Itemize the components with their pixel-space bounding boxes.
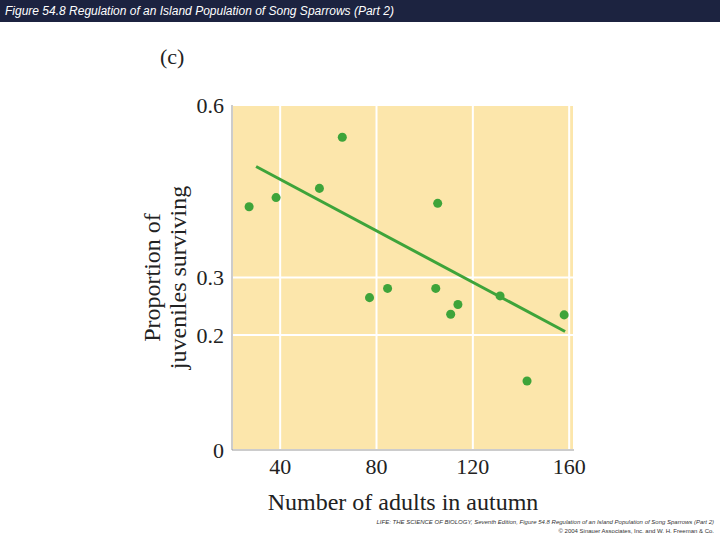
html-text:© 2004 Sinauer Associates, Inc: © 2004 Sinauer Associates, Inc. and W. H… bbox=[558, 528, 714, 534]
svg-text:120: 120 bbox=[456, 454, 489, 479]
html-text:Figure 54.8 Regulation of an I: Figure 54.8 Regulation of an Island Popu… bbox=[5, 4, 394, 18]
svg-text:0.3: 0.3 bbox=[197, 265, 225, 290]
svg-text:160: 160 bbox=[553, 454, 586, 479]
svg-text:0.6: 0.6 bbox=[197, 93, 225, 118]
svg-text:0.2: 0.2 bbox=[197, 323, 225, 348]
svg-text:80: 80 bbox=[366, 454, 388, 479]
svg-text:Proportion ofjuveniles survivi: Proportion ofjuveniles surviving bbox=[139, 186, 191, 370]
html-text:(c): (c) bbox=[160, 44, 185, 69]
svg-text:0: 0 bbox=[213, 438, 224, 463]
svg-text:40: 40 bbox=[269, 454, 291, 479]
html-text:LIFE: THE SCIENCE OF BIOLOGY,: LIFE: THE SCIENCE OF BIOLOGY, Seventh Ed… bbox=[376, 519, 714, 525]
svg-text:Number of adults in autumn: Number of adults in autumn bbox=[268, 489, 539, 515]
